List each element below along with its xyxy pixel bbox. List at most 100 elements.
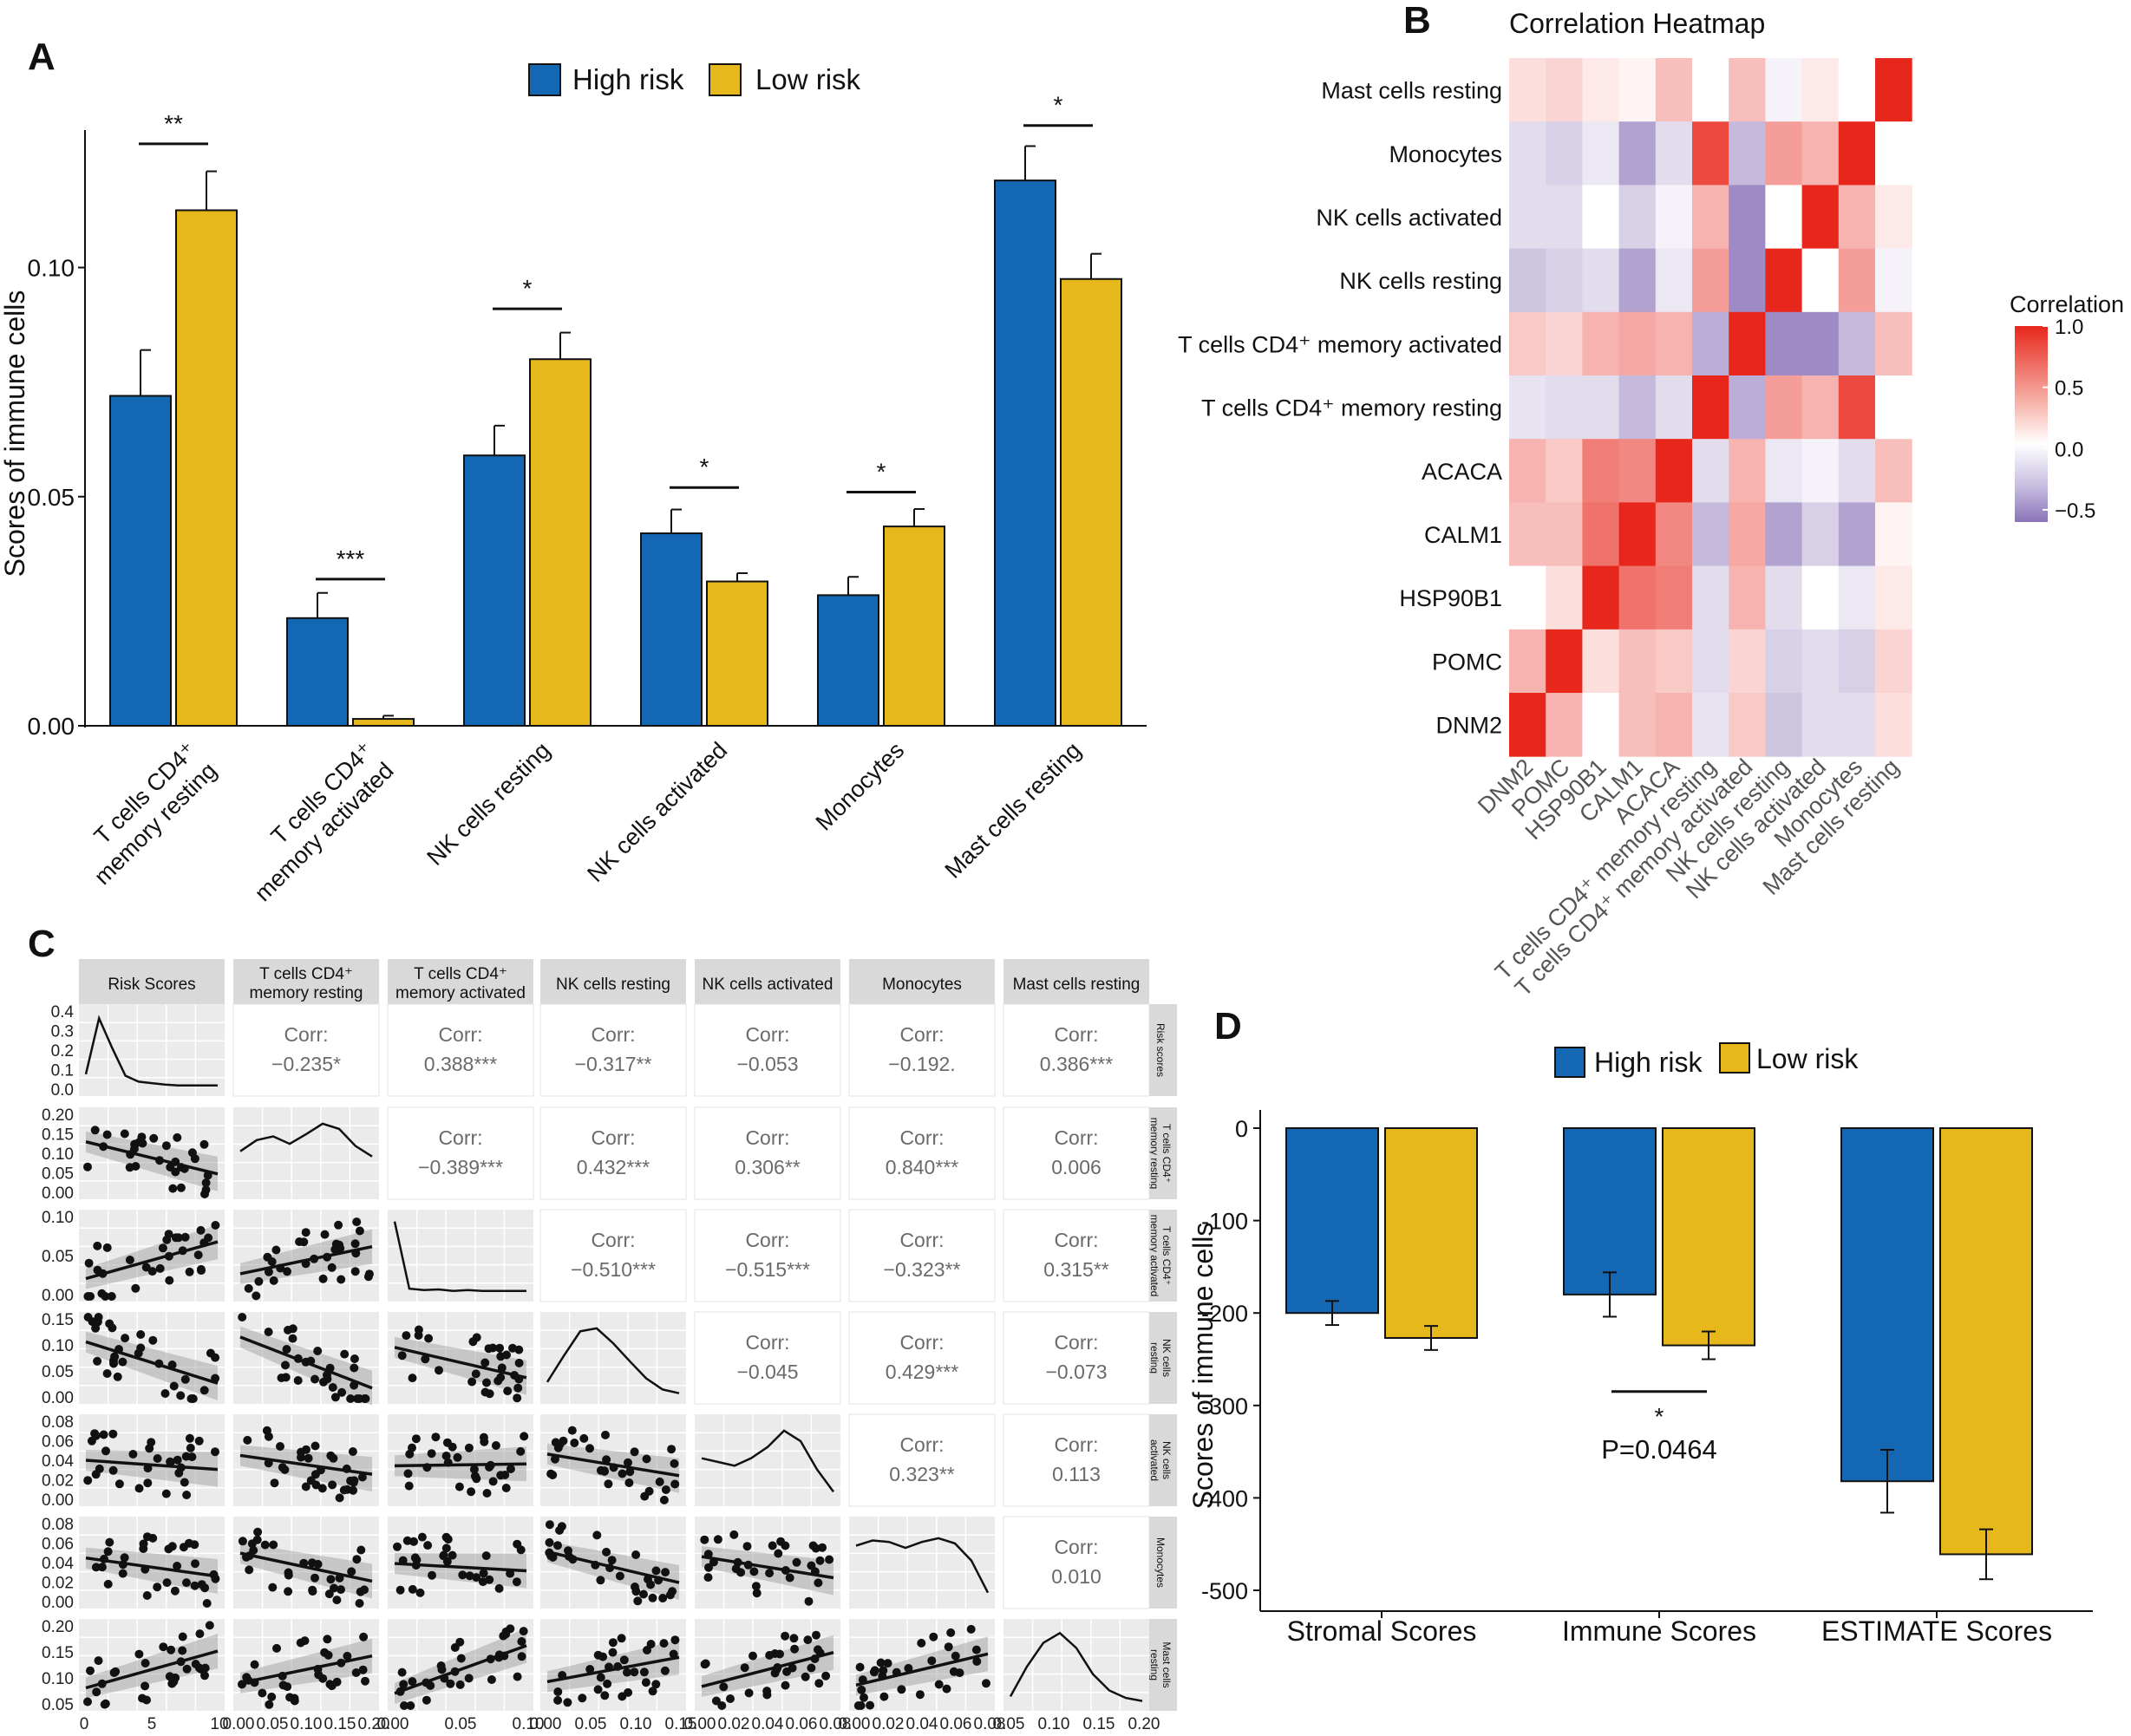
x-tick-label-d: ESTIMATE Scores [1821, 1615, 2052, 1647]
scatter-point [199, 1139, 209, 1149]
heatmap-cell [1509, 58, 1546, 122]
scatter-point [103, 1579, 113, 1589]
x-tick-label-c: 0.08 [820, 1715, 852, 1733]
heatmap-cell [1875, 629, 1912, 694]
corr-cell [694, 1106, 841, 1200]
scatter-point [704, 1563, 713, 1572]
y-tick-label-c: 0.10 [42, 1209, 74, 1227]
regression-line [394, 1346, 527, 1380]
scatter-point [422, 1695, 431, 1705]
corr-value: 0.113 [1052, 1463, 1101, 1485]
legend-d-high-label: High risk [1594, 1047, 1703, 1078]
y-tick-label-c: 0.15 [42, 1644, 74, 1662]
heatmap-cell [1801, 439, 1840, 503]
heatmap-cell [1692, 565, 1729, 630]
scatter-point [713, 1535, 722, 1544]
regression-line [239, 1335, 373, 1390]
scatter-point [624, 1478, 634, 1487]
scatter-point [317, 1484, 327, 1493]
y-tick-label-c: 0.0 [51, 1081, 74, 1100]
heatmap-cell [1692, 58, 1729, 122]
scatter-point [435, 1366, 443, 1375]
strip-label-line: T cells CD4⁺ [1160, 1124, 1173, 1183]
heatmap-cell [1875, 311, 1912, 376]
column-strip-label: Monocytes [882, 976, 962, 994]
scatter-point [179, 1543, 188, 1552]
confidence-band [395, 1336, 526, 1395]
y-tick-label-c: 0.1 [51, 1062, 74, 1080]
scatter-point [200, 1190, 209, 1198]
heatmap-cell [1692, 248, 1729, 313]
scatter-point [337, 1387, 347, 1397]
scatter-point [719, 1682, 729, 1692]
strip-label-line: T cells CD4⁺ [259, 965, 353, 983]
scatter-point [143, 1478, 153, 1488]
scatter-point [593, 1685, 603, 1694]
y-tick-label-c: 0.2 [51, 1042, 74, 1061]
corr-label: Corr: [899, 1229, 944, 1251]
scatter-point [125, 1256, 134, 1264]
y-tick-label-c: 0.00 [42, 1389, 74, 1407]
corr-cell [387, 1003, 534, 1097]
bar-high-risk [994, 179, 1056, 727]
x-tick-label-c: 0.04 [752, 1715, 784, 1733]
scatter-point [651, 1680, 661, 1689]
corr-value: −0.515*** [725, 1258, 810, 1281]
scatter-point [283, 1267, 291, 1276]
regression-line [394, 1462, 527, 1468]
column-strip-label: NK cells resting [556, 976, 670, 994]
confidence-band [856, 1636, 988, 1696]
scatter-point [186, 1394, 196, 1403]
scatter-point [417, 1532, 427, 1542]
scatter-point [520, 1432, 529, 1441]
heatmap-cell [1618, 629, 1657, 694]
bar-high-risk [1285, 1127, 1379, 1315]
y-tick-label-c: 0.10 [42, 1670, 74, 1688]
scatter-point [602, 1455, 611, 1465]
scatter-point [102, 1369, 112, 1378]
scatter-point [295, 1237, 304, 1246]
scatter-point [503, 1387, 513, 1396]
scatter-point [284, 1587, 293, 1596]
x-tick-label-c: 0.06 [940, 1715, 972, 1733]
scatter-point [297, 1452, 305, 1462]
heatmap-cell [1692, 185, 1729, 250]
scatter-point [91, 1563, 101, 1572]
corr-cell [694, 1311, 841, 1405]
scatter-point [361, 1676, 369, 1686]
heatmap-cell [1655, 502, 1693, 567]
scatter-point [479, 1569, 488, 1578]
corr-value: 0.429*** [886, 1361, 958, 1383]
scatter-point [775, 1649, 784, 1659]
bar-low-risk [1939, 1127, 2033, 1556]
scatter-point [659, 1495, 669, 1504]
y-tick-label-c: 0.15 [42, 1126, 74, 1145]
regression-line [85, 1649, 219, 1690]
heatmap-cell [1509, 693, 1546, 757]
column-strip [79, 959, 225, 1006]
corr-value: −0.389*** [418, 1156, 503, 1178]
scatter-point [876, 1658, 886, 1667]
x-tick-label-c: 0.15 [665, 1715, 697, 1733]
scatter-point [197, 1580, 206, 1589]
y-tick-label-d: 0 [1235, 1116, 1248, 1142]
corr-label: Corr: [899, 1433, 944, 1456]
bar-high-risk [109, 395, 172, 727]
scatter-point [200, 1671, 209, 1681]
scatter-point [194, 1436, 204, 1446]
scatter-point [603, 1679, 612, 1688]
heatmap-cell [1582, 185, 1620, 250]
panel-cell [695, 1414, 840, 1506]
scatter-point [194, 1663, 204, 1673]
heatmap-cell [1801, 629, 1840, 694]
heatmap-cell [1875, 502, 1912, 567]
scatter-point [789, 1634, 799, 1643]
scatter-point [516, 1545, 526, 1555]
heatmap-row-label: ACACA [1422, 459, 1502, 485]
x-tick-label-a: NK cells resting [422, 737, 555, 871]
x-tick-label-c: 0.05 [575, 1715, 607, 1733]
scatter-point [927, 1656, 937, 1666]
scatter-point [288, 1334, 297, 1343]
scatter-point [105, 1537, 114, 1547]
column-strip [849, 959, 995, 1006]
